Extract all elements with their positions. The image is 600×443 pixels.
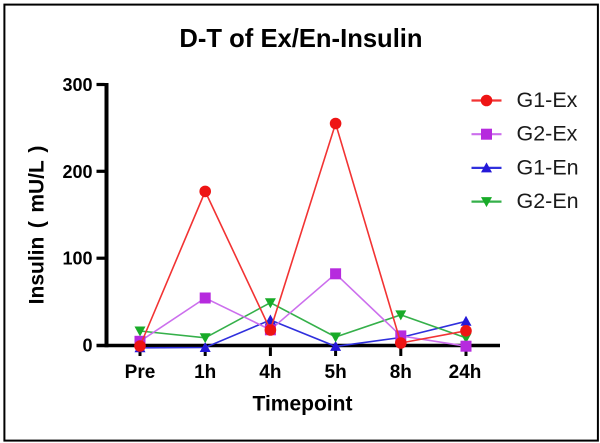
svg-text:G2-En: G2-En — [517, 189, 579, 213]
svg-text:4h: 4h — [259, 362, 281, 383]
svg-text:Insulin(mU/L): Insulin(mU/L) — [26, 146, 49, 305]
svg-text:G1-En: G1-En — [517, 155, 579, 179]
svg-text:Timepoint: Timepoint — [253, 393, 353, 416]
svg-text:D-T of Ex/En-Insulin: D-T of Ex/En-Insulin — [179, 25, 422, 53]
svg-text:200: 200 — [62, 162, 92, 182]
svg-text:1h: 1h — [194, 362, 216, 383]
svg-text:Pre: Pre — [125, 362, 156, 383]
svg-text:0: 0 — [82, 336, 92, 356]
svg-text:100: 100 — [62, 249, 92, 269]
svg-text:24h: 24h — [449, 362, 482, 383]
svg-text:8h: 8h — [390, 362, 412, 383]
svg-text:G1-Ex: G1-Ex — [517, 88, 578, 112]
svg-text:G2-Ex: G2-Ex — [517, 122, 578, 146]
svg-text:300: 300 — [62, 75, 92, 95]
svg-text:5h: 5h — [325, 362, 347, 383]
